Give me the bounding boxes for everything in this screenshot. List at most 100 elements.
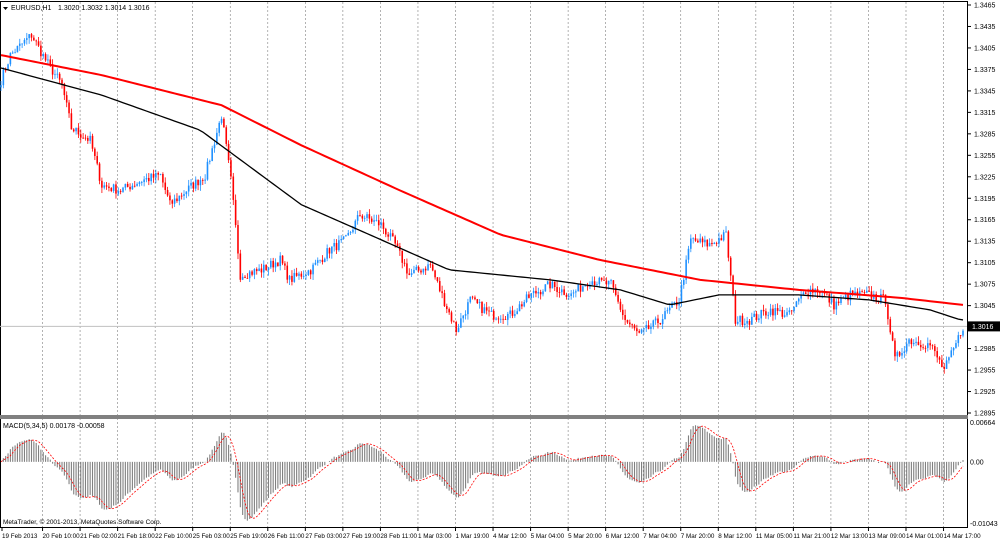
candle-body	[800, 294, 802, 299]
time-tick-label: 21 Feb 02:00	[80, 533, 118, 540]
candle-body	[14, 52, 16, 54]
candle-body	[795, 301, 798, 307]
candle-body	[7, 64, 9, 70]
candle-body	[328, 248, 331, 254]
candle-body	[802, 292, 805, 295]
macd-tick-label: 0.00	[970, 459, 984, 466]
candle-body	[54, 74, 56, 76]
candle-body	[16, 45, 19, 53]
candle-body	[898, 352, 901, 356]
candle-body	[690, 238, 692, 249]
price-tick-label: 1.3375	[974, 67, 996, 74]
candle-body	[220, 118, 223, 123]
candle-body	[89, 135, 91, 141]
candle-body	[661, 319, 664, 325]
candle-body	[347, 232, 350, 236]
candle-body	[375, 220, 378, 221]
dropdown-triangle-icon[interactable]	[3, 7, 8, 10]
candle-body	[657, 318, 659, 324]
candle-body	[502, 318, 504, 320]
candle-body	[284, 263, 286, 266]
candle-body	[155, 172, 157, 178]
price-tick-label: 1.2985	[974, 346, 996, 353]
candle-body	[781, 309, 784, 317]
candle-body	[819, 292, 821, 294]
candle-body	[209, 160, 211, 162]
candle-body	[570, 293, 572, 297]
time-tick-label: 20 Feb 10:00	[43, 533, 81, 540]
candle-body	[844, 294, 847, 298]
candle-body	[70, 113, 73, 130]
candle-body	[117, 191, 120, 194]
candle-body	[49, 59, 52, 65]
current-price-label: 1.3016	[972, 324, 994, 331]
time-tick-label: 22 Feb 10:00	[155, 533, 193, 540]
time-tick-label: 11 Mar 21:00	[793, 533, 830, 540]
candle-body	[94, 148, 96, 157]
candle-body	[884, 294, 887, 305]
candle-body	[150, 173, 152, 182]
price-tick-label: 1.3135	[974, 239, 996, 246]
candle-body	[640, 329, 643, 333]
candle-body	[26, 38, 28, 40]
candle-body	[894, 340, 896, 357]
time-tick-label: 7 Mar 04:00	[643, 533, 677, 540]
candle-body	[305, 274, 307, 276]
candle-body	[711, 242, 713, 245]
candle-body	[138, 182, 141, 184]
candle-body	[424, 268, 427, 271]
candle-body	[72, 129, 75, 132]
candle-body	[420, 270, 422, 273]
candle-body	[133, 185, 136, 187]
panel-separator[interactable]	[0, 415, 968, 419]
candle-body	[847, 294, 849, 301]
time-tick-label: 5 Mar 20:00	[568, 533, 602, 540]
candle-body	[422, 268, 425, 273]
candle-body	[183, 194, 185, 196]
candle-body	[436, 277, 439, 282]
candle-body	[481, 301, 483, 314]
candle-body	[253, 269, 256, 275]
candle-body	[457, 327, 460, 333]
candle-body	[736, 321, 739, 324]
candle-body	[211, 148, 213, 161]
time-tick-label: 4 Mar 12:00	[493, 533, 527, 540]
candle-body	[429, 264, 432, 266]
candle-body	[91, 135, 94, 149]
candle-body	[37, 41, 40, 46]
candle-body	[647, 325, 650, 329]
candle-body	[748, 320, 751, 325]
candle-body	[213, 144, 216, 149]
candle-body	[499, 318, 502, 320]
candle-body	[11, 52, 14, 54]
candle-body	[697, 240, 699, 243]
candle-body	[678, 302, 680, 306]
candle-body	[68, 102, 70, 114]
candle-body	[277, 262, 279, 267]
price-tick-label: 1.2895	[974, 411, 996, 418]
candle-body	[251, 271, 253, 275]
candle-body	[938, 357, 941, 360]
candle-body	[96, 156, 98, 164]
candle-body	[715, 242, 718, 244]
candle-body	[762, 309, 765, 312]
candle-body	[377, 220, 380, 226]
candle-body	[157, 172, 160, 175]
macd-signal-line	[0, 425, 964, 519]
candle-body	[345, 235, 347, 237]
candle-body	[929, 343, 931, 346]
candle-body	[443, 293, 446, 307]
price-tick-label: 1.3345	[974, 88, 996, 95]
candle-body	[659, 323, 662, 325]
candle-body	[413, 269, 415, 274]
candle-body	[291, 275, 293, 282]
candle-body	[35, 40, 37, 42]
candle-body	[551, 281, 554, 289]
price-axis: 1.3465 1.3435 1.3405 1.3375 1.3345 1.3315 1.32…	[967, 3, 996, 418]
candle-body	[701, 238, 704, 243]
candle-body	[955, 343, 957, 348]
candle-body	[323, 258, 326, 262]
candle-body	[692, 238, 694, 240]
candle-body	[952, 347, 955, 351]
